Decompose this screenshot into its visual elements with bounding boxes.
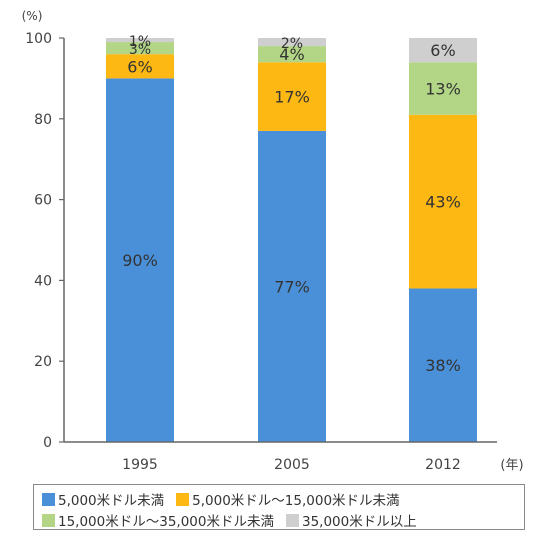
data-label: 2% <box>281 36 303 52</box>
bar-segment <box>258 130 326 443</box>
data-label: 17% <box>274 88 310 107</box>
x-tick-label: 2012 <box>425 457 461 473</box>
legend-item: 5,000米ドル～15,000米ドル未満 <box>176 489 400 509</box>
data-label: 38% <box>425 356 461 375</box>
legend-swatch <box>285 513 299 527</box>
data-label: 77% <box>274 277 310 296</box>
bar-segment <box>106 42 174 55</box>
data-label: 43% <box>425 193 461 212</box>
legend-item: 15,000米ドル～35,000米ドル未満 <box>42 510 274 530</box>
x-tick-label: 1995 <box>122 457 158 473</box>
legend-label: 35,000米ドル以上 <box>301 514 417 530</box>
y-tick-label: 100 <box>25 31 52 47</box>
legend-swatch <box>42 492 55 506</box>
y-tick-label: 80 <box>34 112 52 128</box>
bar-segment <box>409 38 477 63</box>
data-label: 13% <box>425 80 461 99</box>
bar-segment <box>106 78 174 443</box>
bar-segment <box>409 114 477 289</box>
y-tick-label: 0 <box>43 435 52 451</box>
legend-label: 5,000米ドル未満 <box>58 493 165 509</box>
data-label: 90% <box>122 251 158 270</box>
bar-segment <box>258 62 326 131</box>
legend-swatch <box>42 513 55 527</box>
data-label: 6% <box>430 41 455 60</box>
legend-label: 5,000米ドル～15,000米ドル未満 <box>192 493 400 509</box>
y-axis-unit-label: (%) <box>22 9 43 23</box>
bar-segment <box>258 46 326 63</box>
bar-segment <box>106 38 174 43</box>
y-tick-label: 20 <box>34 354 52 370</box>
bar-segment <box>409 62 477 115</box>
legend-swatch <box>176 492 190 506</box>
x-axis-unit-label: (年) <box>500 458 523 473</box>
y-tick-label: 60 <box>34 193 52 209</box>
legend-item: 5,000米ドル未満 <box>42 489 164 509</box>
x-tick-label: 2005 <box>274 457 310 473</box>
data-label: 4% <box>279 45 304 64</box>
data-label: 6% <box>127 57 152 76</box>
bar-segment <box>258 38 326 47</box>
y-tick-label: 40 <box>34 273 52 289</box>
data-label: 3% <box>129 42 151 58</box>
bar-segment <box>409 288 477 442</box>
legend-label: 15,000米ドル～35,000米ドル未満 <box>58 514 274 530</box>
data-label: 1% <box>129 34 151 50</box>
legend: 5,000米ドル未満 5,000米ドル～15,000米ドル未満 15,000米ドル～… <box>33 484 525 530</box>
bar-segment <box>106 54 174 79</box>
legend-item: 35,000米ドル以上 <box>285 510 417 530</box>
